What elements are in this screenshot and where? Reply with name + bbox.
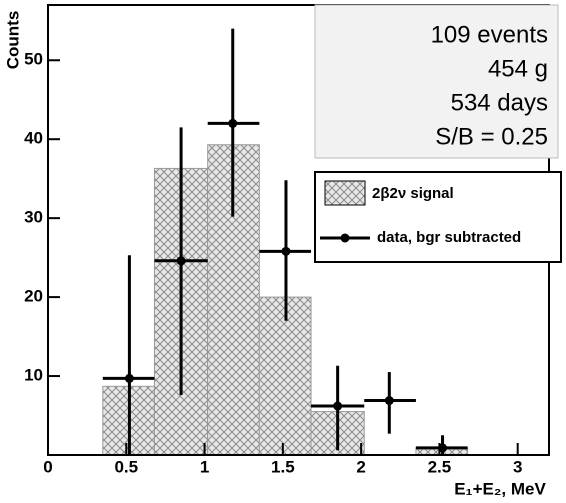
legend-label: data, bgr subtracted: [377, 229, 521, 246]
y-tick-label: 20: [24, 287, 43, 306]
x-tick-label: 0: [43, 457, 52, 476]
data-point: [281, 246, 291, 256]
x-tick-label: 1: [200, 457, 209, 476]
data-point: [384, 396, 394, 406]
x-tick-label: 3: [513, 457, 522, 476]
legend-marker: [340, 233, 350, 243]
y-tick-label: 50: [24, 50, 43, 69]
data-point: [176, 256, 186, 266]
x-tick-label: 2.5: [428, 457, 452, 476]
legend-swatch: [324, 180, 366, 206]
y-tick-label: 10: [24, 366, 43, 385]
y-tick-label: 40: [24, 129, 43, 148]
annotation-box: [314, 4, 559, 159]
annotation: S/B = 0.25: [435, 123, 548, 150]
x-tick-label: 0.5: [114, 457, 138, 476]
data-point: [124, 373, 134, 383]
x-tick-label: 2: [356, 457, 365, 476]
annotation: 534 days: [451, 89, 548, 116]
annotation: 109 events: [431, 21, 548, 48]
histogram-bar: [258, 296, 312, 456]
y-axis-label: Counts: [3, 11, 22, 70]
x-axis-label: E₁+E₂, MeV: [454, 479, 546, 498]
data-point: [228, 118, 238, 128]
annotation: 454 g: [488, 55, 548, 82]
data-point: [333, 401, 343, 411]
x-tick-label: 1.5: [271, 457, 295, 476]
y-tick-label: 30: [24, 208, 43, 227]
legend-label: 2β2ν signal: [372, 185, 454, 202]
